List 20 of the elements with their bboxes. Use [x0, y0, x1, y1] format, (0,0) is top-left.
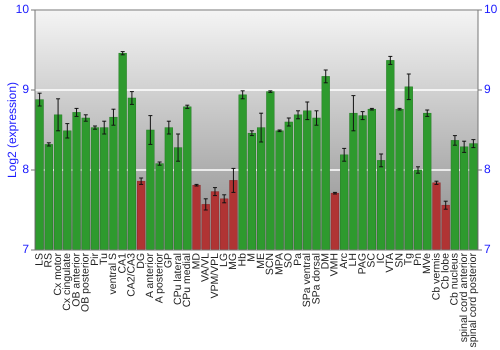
y2-tick-label: 8 — [484, 162, 491, 176]
x-tick-label: Tg — [402, 252, 415, 266]
x-tick-label: SPa dorsal — [310, 253, 322, 304]
x-tick-label: GP — [162, 253, 175, 268]
y-tick-label: 8 — [22, 162, 30, 176]
x-tick-label: Cb lobe — [439, 252, 452, 290]
y2-tick-label: 7 — [484, 242, 491, 256]
x-tick-label: spinal cord posterior — [467, 252, 480, 348]
x-tick-label: LS — [33, 253, 46, 266]
x-tick-label: Tu — [98, 252, 110, 265]
y2-tick-label: 9 — [484, 82, 491, 96]
x-tick-label: DM — [320, 253, 332, 270]
y-tick-label: 10 — [16, 2, 30, 16]
x-tick-label: MVe — [421, 252, 434, 274]
y-axis-title: Log2 (expression) — [5, 82, 20, 178]
x-tick-label: RS — [42, 253, 55, 268]
y-tick-label: 9 — [22, 82, 30, 96]
y-tick-label: 7 — [22, 242, 30, 256]
x-tick-label: Hb — [236, 252, 248, 266]
y2-tick-label: 10 — [484, 2, 498, 16]
